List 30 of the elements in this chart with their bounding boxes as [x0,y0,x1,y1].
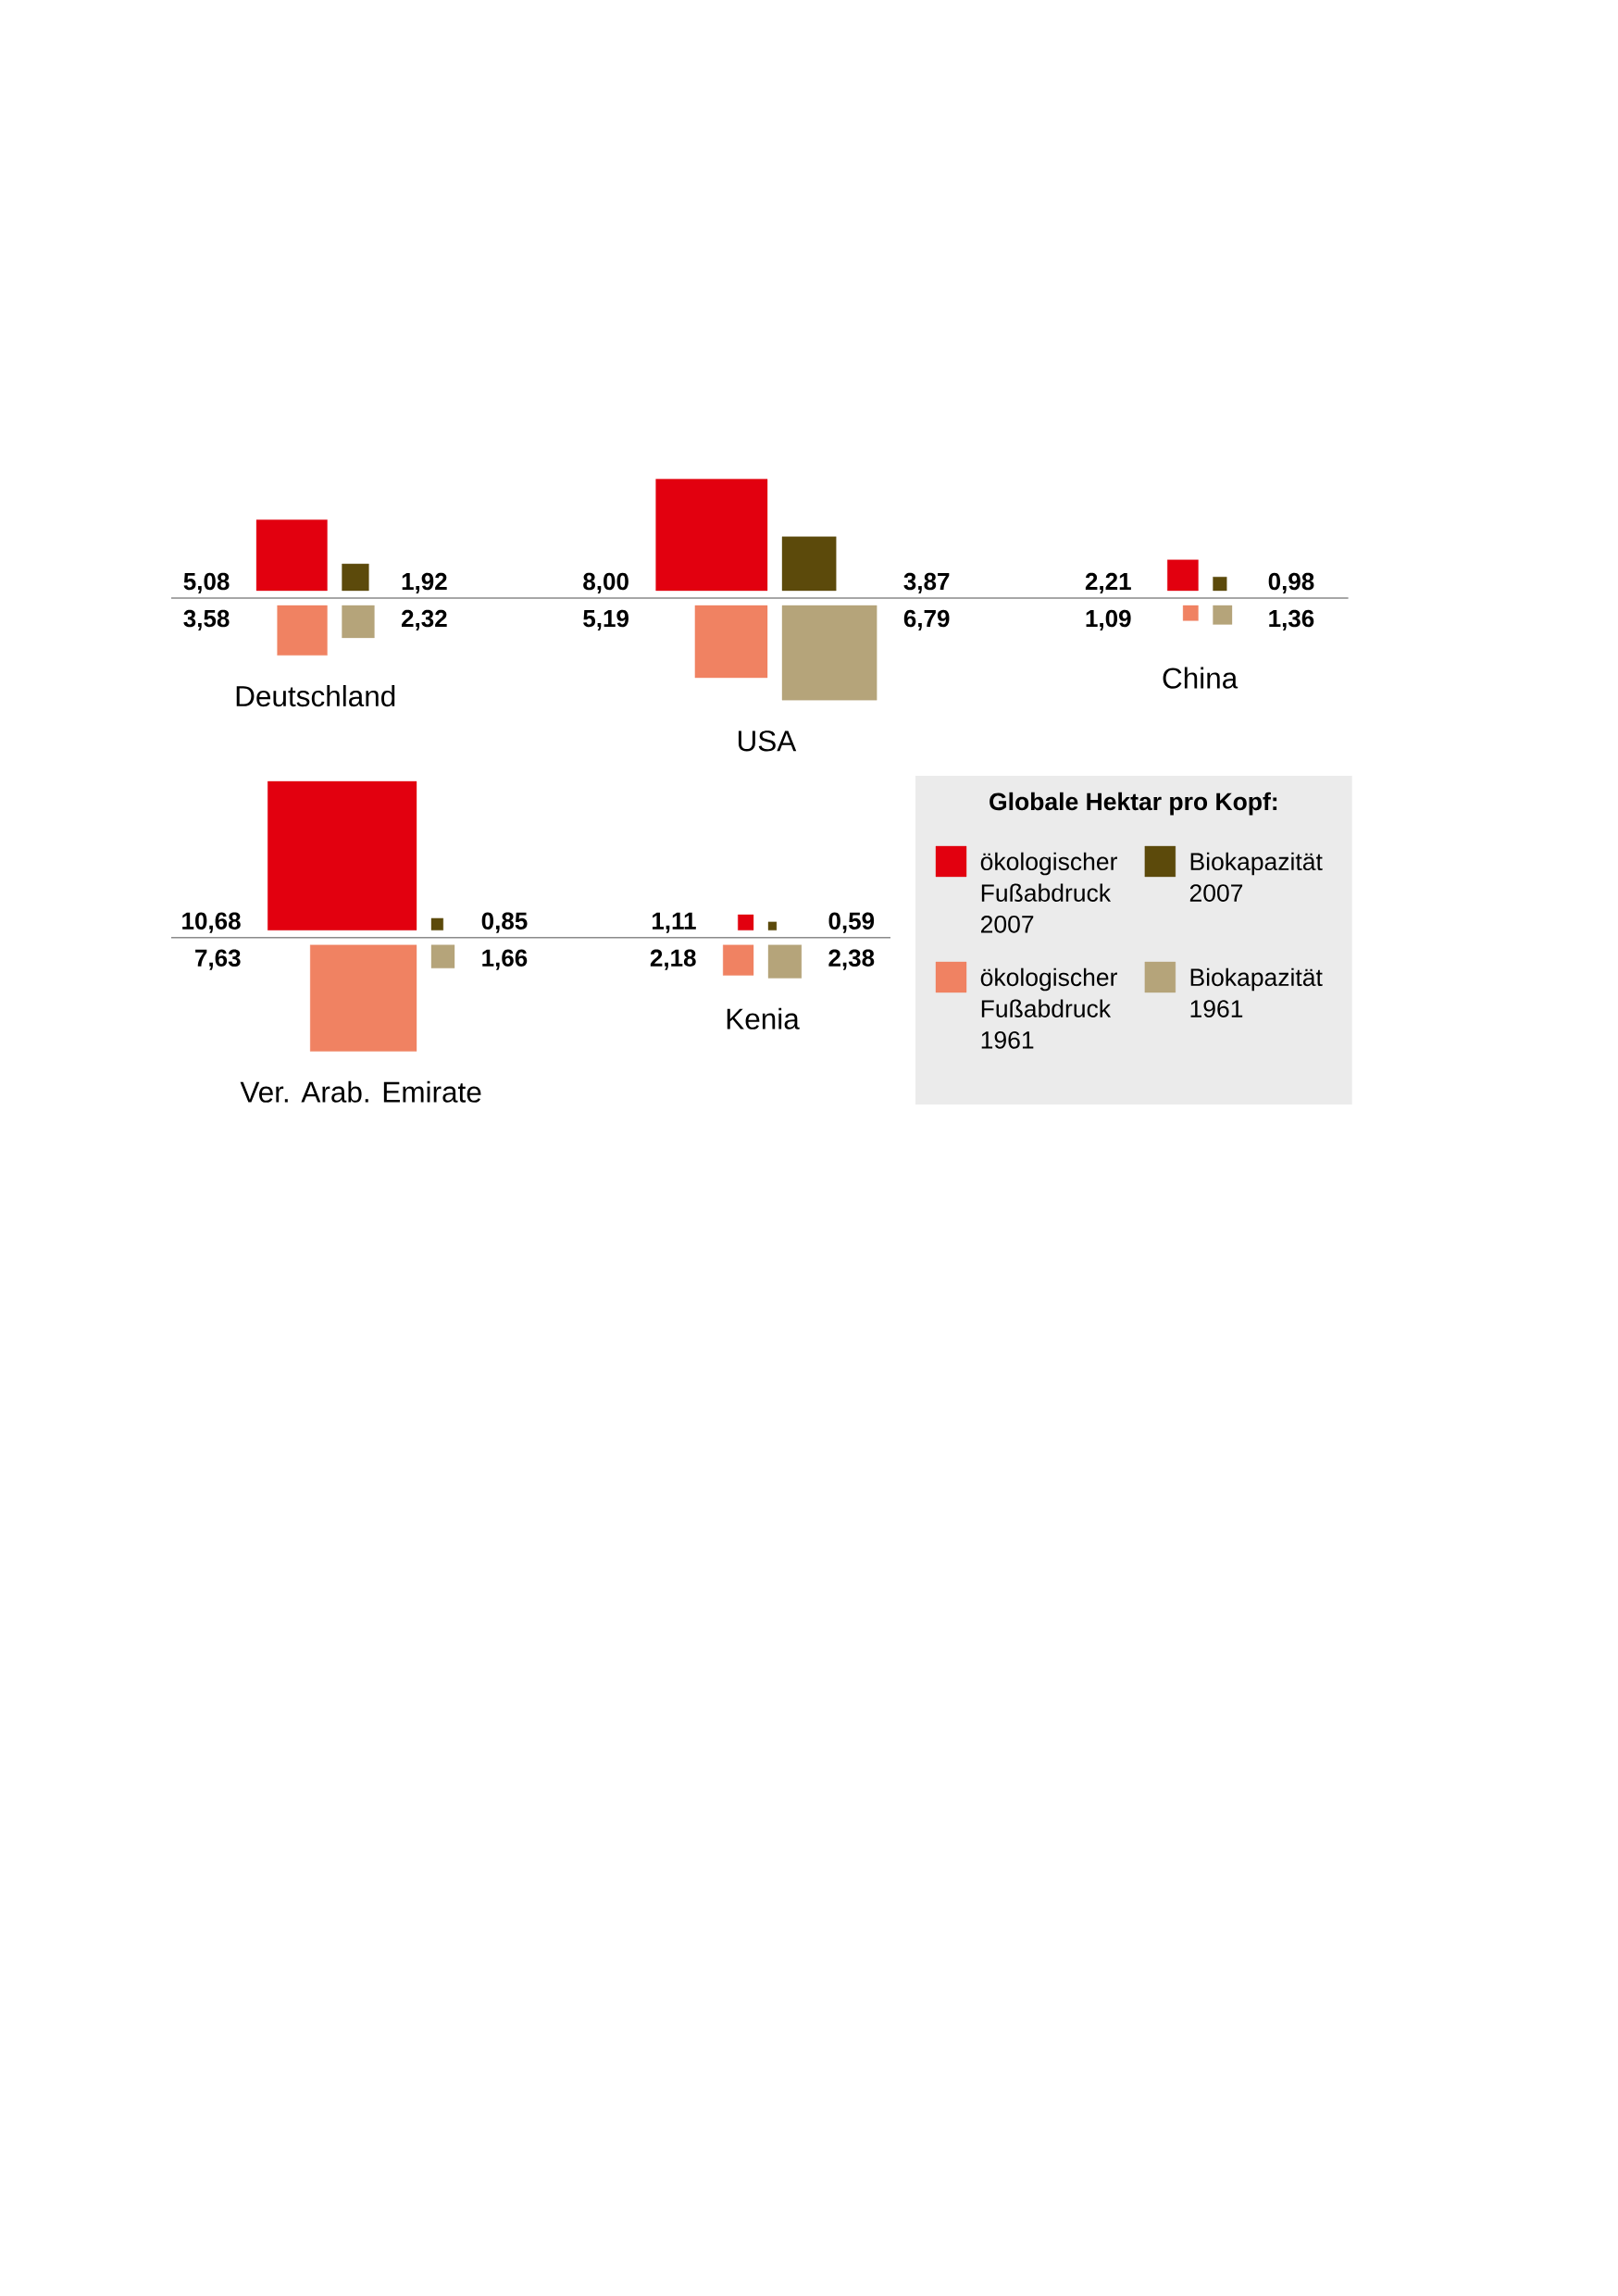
data-label: 3,58 [183,609,230,631]
data-label: 1,36 [1269,609,1314,631]
data-label: 7,63 [195,949,241,970]
data-label: 1,92 [402,572,447,594]
data-label: 0,98 [1268,572,1314,594]
data-label: 5,19 [583,609,629,631]
category-label: China [1163,667,1238,689]
category-label: Deutschland [236,685,395,707]
legend-title: Globale Hektar pro Kopf: [989,792,1277,816]
data-label: 3,87 [903,572,950,594]
data-label: 2,18 [650,949,696,970]
data-label: 5,08 [183,572,230,594]
data-label: 2,32 [401,609,447,631]
category-label: Ver. Arab. Emirate [240,1080,481,1103]
data-label: 0,85 [481,912,528,933]
data-label: 1,66 [482,949,528,970]
data-label: 1,09 [1086,609,1131,631]
data-label: 10,68 [182,912,241,933]
legend-label: Biokapazität 1961 [1190,967,1323,1017]
legend-label: Biokapazität 2007 [1189,852,1323,902]
data-label: 2,38 [828,949,875,970]
data-label: 8,00 [583,572,629,594]
category-label: Kenia [727,1007,800,1029]
category-label: USA [738,730,797,752]
data-label: 6,79 [903,609,950,631]
data-label: 0,59 [828,912,875,933]
data-label: 1,11 [652,912,696,933]
legend-label: ökologischer Fußabdruck 2007 [980,852,1117,933]
data-label: 2,21 [1085,572,1131,594]
legend-label: ökologischer Fußabdruck 1961 [980,967,1117,1049]
